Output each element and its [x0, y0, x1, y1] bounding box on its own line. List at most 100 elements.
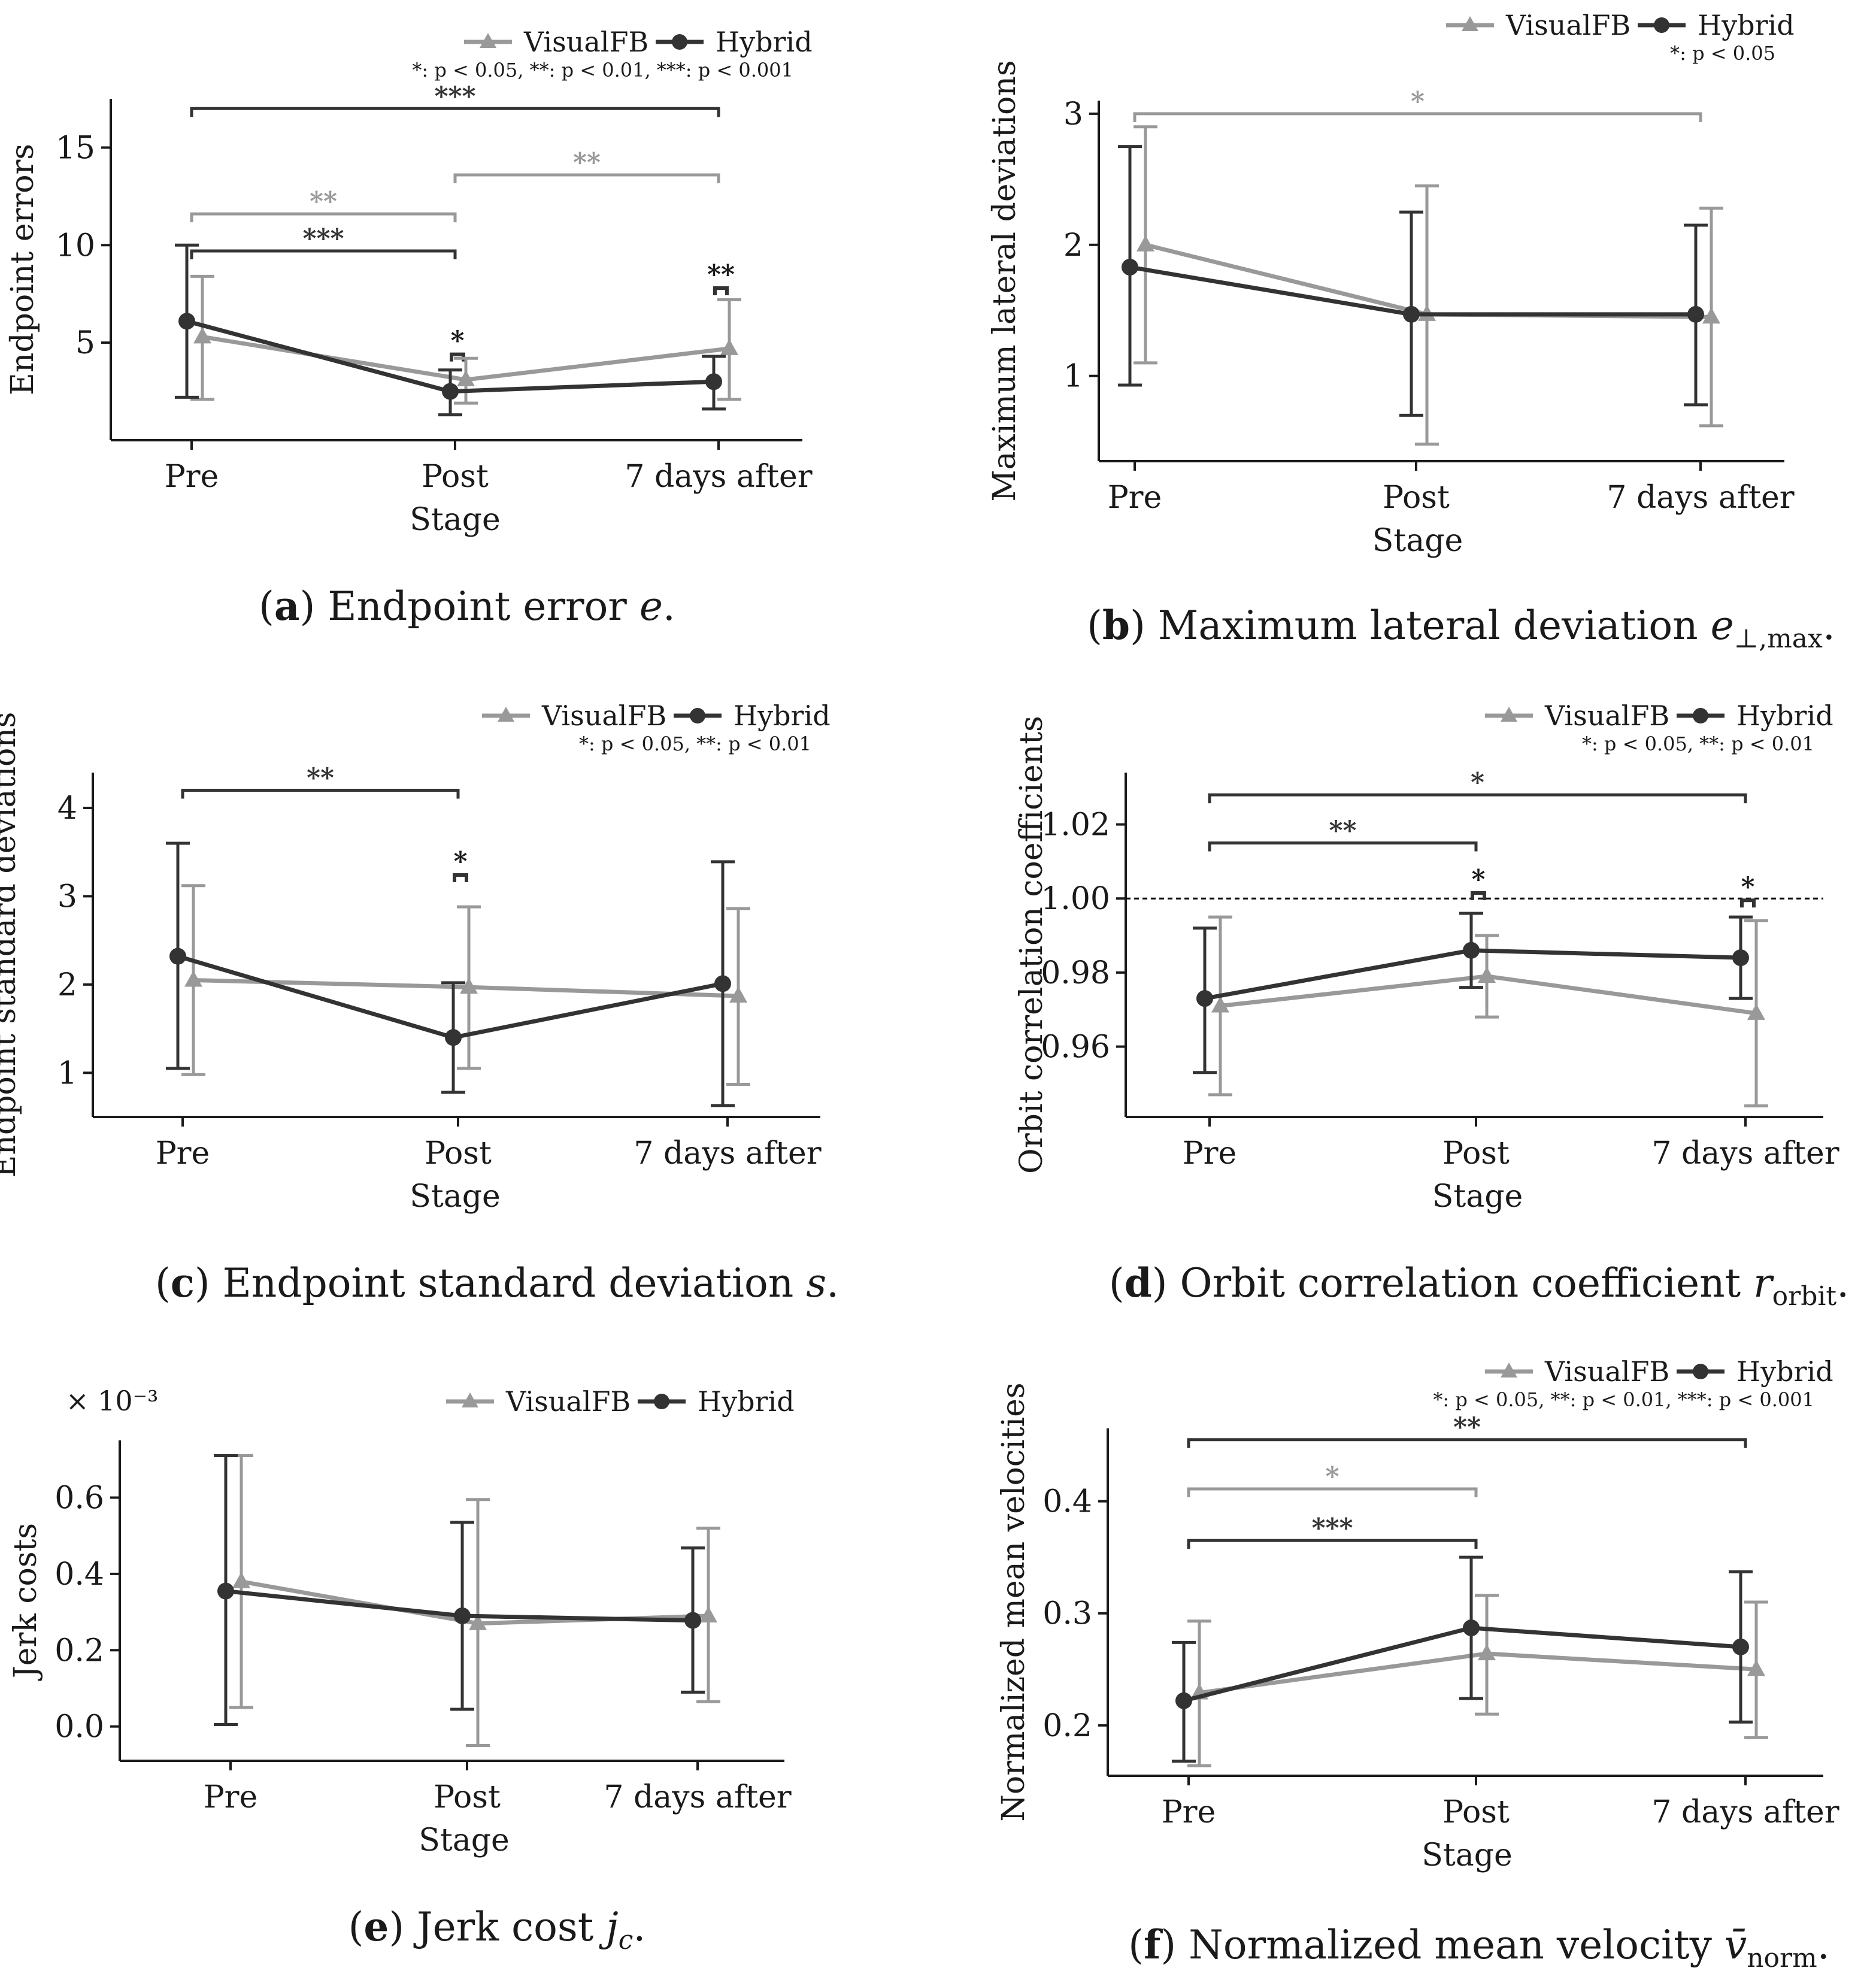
data-point-triangle: [699, 1606, 717, 1622]
series-visual: [190, 274, 741, 405]
chart-panel-b: 1 2 3 Pre Post 7 days after Stage Maximum later…: [987, 9, 1835, 654]
legend-marker-circle: [1693, 1364, 1708, 1379]
legend-label: VisualFB: [541, 700, 666, 732]
x-tick-label: Post: [1442, 1794, 1510, 1830]
data-point-triangle: [1478, 1644, 1496, 1661]
y-tick-label: 3: [1063, 96, 1083, 132]
legend: VisualFB Hybrid*: p < 0.05, **: p < 0.01,…: [412, 26, 812, 81]
chart-panel-e: 0.0 0.2 0.4 0.6 Pre Post 7 days after Stage Jerk…: [8, 1385, 795, 1955]
x-axis-label: Stage: [1372, 523, 1463, 559]
legend-label: Hybrid: [716, 26, 813, 58]
chart-panel-f: 0.2 0.3 0.4 Pre Post 7 days after Stage Normali…: [996, 1355, 1839, 1973]
data-point-circle: [1732, 949, 1749, 967]
y-axis-label: Maximum lateral deviations: [987, 60, 1023, 501]
significance-bracket: [1208, 841, 1478, 852]
legend-marker-circle: [1654, 17, 1669, 33]
y-tick-label: 0.4: [54, 1557, 104, 1593]
y-tick-label: 0.2: [54, 1633, 104, 1669]
y-tick-label: 0.2: [1042, 1708, 1092, 1744]
series-hybrid: [1118, 145, 1708, 417]
x-axis-label: Stage: [410, 502, 501, 538]
legend-label: Hybrid: [1698, 9, 1795, 41]
legend-label: VisualFB: [1544, 700, 1669, 732]
data-point-circle: [445, 1029, 462, 1046]
x-tick-label: Post: [434, 1779, 501, 1815]
series-line: [177, 954, 723, 1040]
significance-bracket: [181, 788, 460, 799]
legend-label: Hybrid: [698, 1385, 795, 1418]
legend-label: VisualFB: [505, 1385, 631, 1418]
series-hybrid: [1193, 912, 1753, 1074]
pair-bracket: [1471, 891, 1486, 900]
data-point-triangle: [1136, 235, 1154, 252]
legend-label: VisualFB: [523, 26, 648, 58]
data-point-circle: [454, 1607, 471, 1624]
y-axis-label: Endpoint standard deviations: [0, 712, 23, 1178]
series-visual: [181, 884, 750, 1086]
legend-marker-circle: [690, 708, 705, 723]
significance-bracket: [190, 212, 457, 223]
x-tick-label: 7 days after: [625, 459, 812, 495]
legend-marker-triangle: [498, 707, 514, 722]
pair-bracket: [453, 873, 468, 883]
data-point-circle: [217, 1582, 234, 1600]
y-tick-label: 1.02: [1041, 807, 1110, 843]
significance-label: *: [1411, 86, 1425, 117]
y-tick-label: 0.6: [54, 1481, 104, 1516]
series-hybrid: [1172, 1555, 1753, 1763]
significance-bracket: [453, 173, 720, 184]
panel-caption: (b) Maximum lateral deviation e⊥,max.: [1087, 602, 1835, 654]
series-visual: [1187, 1594, 1768, 1767]
y-tick-label: 15: [56, 130, 95, 166]
x-tick-label: Pre: [1183, 1136, 1237, 1171]
significance-bracket: [190, 107, 720, 117]
significance-bracket: [1187, 1539, 1478, 1549]
x-tick-label: Pre: [156, 1136, 210, 1171]
y-axis-multiplier: × 10⁻³: [66, 1385, 158, 1417]
panel-caption: (d) Orbit correlation coefficient rorbit…: [1109, 1260, 1849, 1312]
x-axis-label: Stage: [1432, 1179, 1523, 1215]
pvalue-note: *: p < 0.05, **: p < 0.01: [579, 732, 811, 755]
significance-label: *: [1471, 767, 1484, 798]
significance-bracket: [190, 249, 457, 260]
significance-label: **: [1329, 815, 1356, 846]
x-tick-label: 7 days after: [604, 1779, 791, 1815]
pair-bracket: [713, 286, 729, 295]
series-hybrid: [166, 841, 735, 1107]
x-tick-label: Post: [422, 459, 489, 495]
legend-marker-triangle: [1501, 1363, 1517, 1378]
legend-marker-circle: [1693, 708, 1708, 723]
x-axis-label: Stage: [419, 1822, 510, 1858]
legend-marker-circle: [654, 1394, 669, 1409]
pvalue-note: *: p < 0.05: [1670, 42, 1775, 65]
data-point-circle: [1732, 1638, 1749, 1655]
legend-label: Hybrid: [734, 700, 831, 732]
x-tick-label: Post: [1383, 480, 1450, 516]
data-point-triangle: [184, 970, 202, 987]
significance-bracket: [1187, 1487, 1478, 1498]
data-point-triangle: [1747, 1003, 1765, 1020]
x-tick-label: Post: [425, 1136, 492, 1171]
y-tick-label: 4: [57, 791, 77, 827]
data-point-triangle: [720, 338, 738, 355]
data-point-triangle: [457, 370, 475, 387]
series-hybrid: [214, 1454, 705, 1726]
data-point-triangle: [193, 327, 211, 344]
x-tick-label: 7 days after: [634, 1136, 821, 1171]
legend-marker-circle: [672, 34, 687, 50]
pvalue-note: *: p < 0.05, **: p < 0.01, ***: p < 0.00…: [1433, 1388, 1814, 1411]
chart-panel-a: 5 10 15 Pre Post 7 days after Stage Endpoint er…: [5, 26, 813, 629]
significance-bracket: [1208, 793, 1747, 804]
data-point-triangle: [729, 986, 747, 1003]
legend-marker-triangle: [1501, 707, 1517, 722]
x-tick-label: Pre: [204, 1779, 258, 1815]
data-point-circle: [442, 383, 459, 400]
significance-bracket: [1133, 112, 1702, 122]
data-point-circle: [1196, 990, 1213, 1007]
significance-label: ***: [302, 223, 344, 254]
series-hybrid: [175, 243, 726, 417]
significance-bracket: [1187, 1438, 1747, 1448]
legend: VisualFB Hybrid*: p < 0.05, **: p < 0.01: [482, 700, 831, 755]
pair-significance-label: *: [1471, 864, 1485, 895]
